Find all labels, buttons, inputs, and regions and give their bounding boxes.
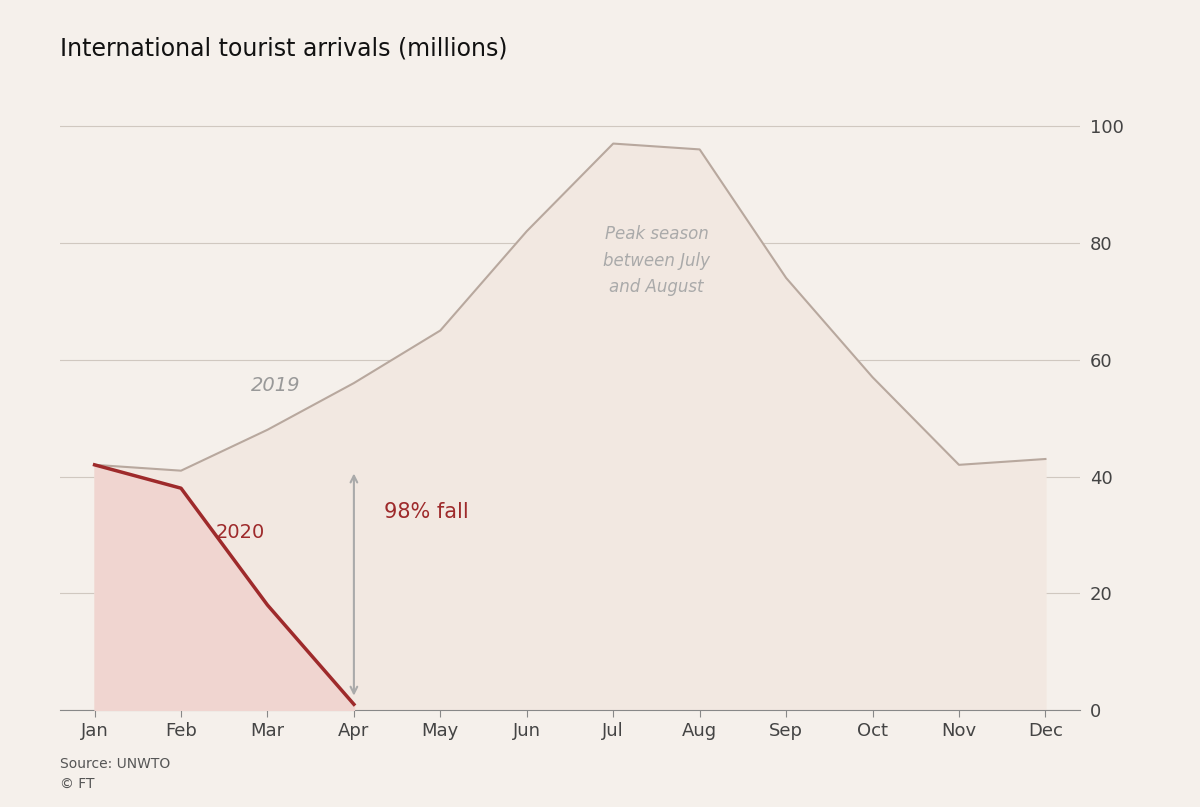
Text: 2020: 2020 xyxy=(216,523,265,542)
Text: International tourist arrivals (millions): International tourist arrivals (millions… xyxy=(60,36,508,61)
Text: Source: UNWTO
© FT: Source: UNWTO © FT xyxy=(60,757,170,791)
Text: 2019: 2019 xyxy=(251,376,301,395)
Text: 98% fall: 98% fall xyxy=(384,502,469,521)
Text: Peak season
between July
and August: Peak season between July and August xyxy=(602,225,710,296)
